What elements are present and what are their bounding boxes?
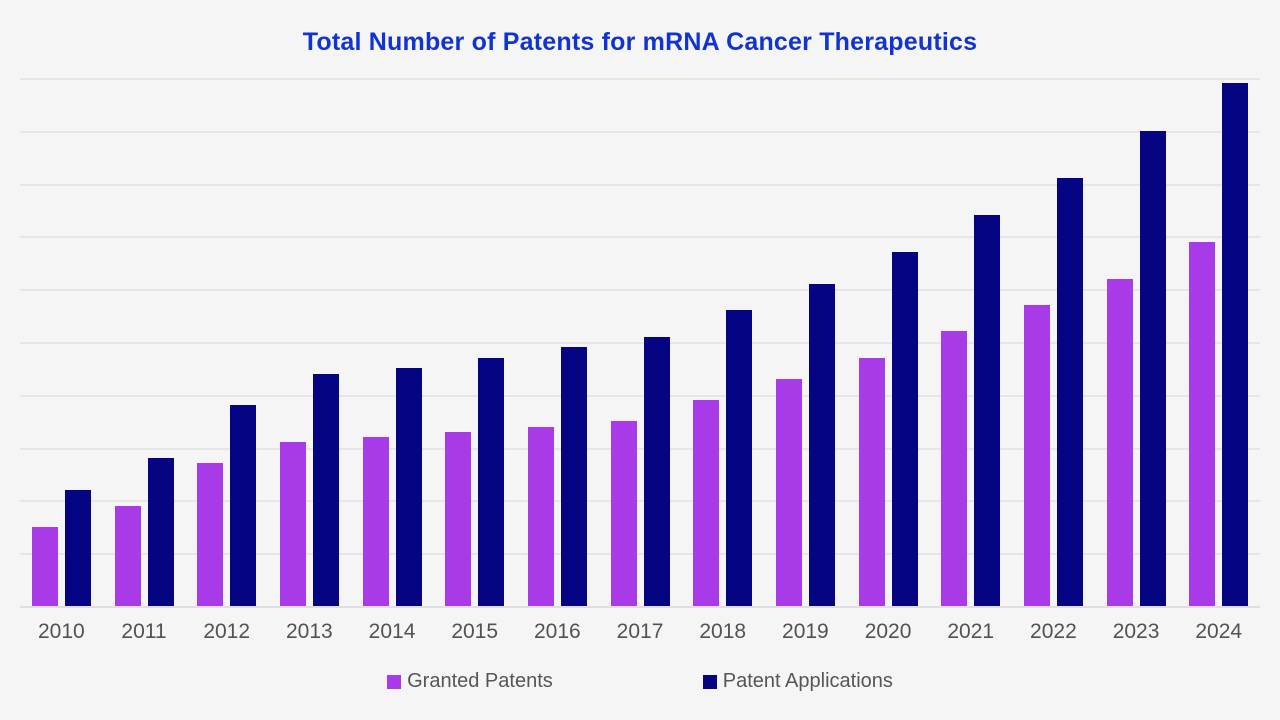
bar-group-2012	[185, 78, 268, 606]
bar-granted-patents-2022	[1023, 305, 1050, 606]
bar-granted-patents-2019	[775, 379, 802, 606]
bar-patent-applications-2015	[478, 357, 505, 606]
gridline	[20, 78, 1260, 80]
chart-title: Total Number of Patents for mRNA Cancer …	[302, 28, 978, 56]
bar-group-2022	[1012, 78, 1095, 606]
bar-patent-applications-2012	[230, 405, 257, 606]
bar-group-2023	[1095, 78, 1178, 606]
x-axis-label-2016: 2016	[534, 620, 581, 643]
gridline	[20, 500, 1260, 503]
legend-swatch-icon	[387, 674, 402, 689]
x-axis-label-2012: 2012	[203, 620, 251, 643]
bar-patent-applications-2021	[974, 215, 1001, 606]
bar-granted-patents-2014	[362, 437, 389, 606]
bar-granted-patents-2013	[279, 442, 306, 606]
bar-patent-applications-2018	[726, 310, 753, 606]
bar-group-2018	[681, 78, 764, 606]
bar-patent-applications-2024	[1222, 83, 1249, 606]
bar-patent-applications-2022	[1056, 178, 1083, 606]
x-axis-label-2010: 2010	[37, 620, 85, 643]
x-axis-label-2014: 2014	[368, 620, 416, 643]
x-axis-label-2022: 2022	[1030, 620, 1077, 643]
bar-group-2010	[20, 78, 103, 606]
x-axis-label-2021: 2021	[947, 620, 995, 643]
x-axis-label-2017: 2017	[616, 620, 664, 643]
legend-item-granted-patents: Granted Patents	[387, 670, 553, 693]
gridline	[20, 236, 1260, 239]
x-axis-label-2015: 2015	[451, 620, 499, 643]
bar-granted-patents-2011	[114, 505, 141, 606]
bar-group-2021	[929, 78, 1012, 606]
bar-patent-applications-2014	[395, 368, 422, 606]
bar-patent-applications-2020	[891, 252, 918, 606]
bar-patent-applications-2011	[147, 458, 174, 606]
bar-group-2011	[103, 78, 186, 606]
bar-group-2015	[433, 78, 516, 606]
bar-group-2014	[351, 78, 434, 606]
bar-group-2020	[847, 78, 930, 606]
x-axis-label-2023: 2023	[1112, 620, 1160, 643]
gridline	[20, 342, 1260, 344]
bars-row	[20, 78, 1260, 606]
bar-group-2019	[764, 78, 847, 606]
gridline	[20, 183, 1260, 186]
gridline	[20, 394, 1260, 397]
bar-granted-patents-2024	[1189, 241, 1216, 606]
bar-granted-patents-2010	[31, 526, 58, 606]
bar-patent-applications-2010	[64, 489, 91, 606]
legend-label: Patent Applications	[722, 670, 893, 692]
legend: Granted Patents Patent Applications	[0, 670, 1280, 693]
legend-item-patent-applications: Patent Applications	[702, 670, 893, 693]
x-axis-label-2019: 2019	[782, 620, 829, 643]
gridline	[20, 289, 1260, 292]
bar-patent-applications-2016	[560, 347, 587, 606]
bar-granted-patents-2021	[941, 331, 968, 606]
plot-area	[20, 78, 1260, 608]
gridline	[20, 130, 1260, 133]
x-axis-labels: 2010 2011 2012 2013 2014 2015 2016 2017 2018 2019…	[20, 620, 1260, 644]
bar-group-2017	[599, 78, 682, 606]
bar-group-2016	[516, 78, 599, 606]
bar-granted-patents-2020	[858, 357, 885, 606]
bar-granted-patents-2023	[1106, 278, 1133, 606]
bar-group-2013	[268, 78, 351, 606]
bar-granted-patents-2016	[527, 426, 554, 606]
gridline	[20, 553, 1260, 556]
x-axis-label-2024: 2024	[1195, 620, 1243, 643]
bar-patent-applications-2017	[643, 336, 670, 606]
x-axis-label-2011: 2011	[121, 620, 167, 643]
bar-granted-patents-2017	[610, 421, 637, 606]
bar-patent-applications-2023	[1139, 130, 1166, 606]
bar-granted-patents-2018	[693, 400, 720, 606]
bar-granted-patents-2015	[445, 431, 472, 606]
bar-group-2024	[1177, 78, 1260, 606]
legend-swatch-icon	[702, 674, 717, 689]
x-axis-label-2013: 2013	[285, 620, 333, 643]
x-axis-label-2018: 2018	[699, 620, 747, 643]
bar-granted-patents-2012	[197, 463, 224, 606]
gridline	[20, 447, 1260, 450]
bar-patent-applications-2013	[312, 373, 339, 606]
bar-patent-applications-2019	[808, 283, 835, 606]
legend-label: Granted Patents	[407, 670, 553, 692]
x-axis-label-2020: 2020	[864, 620, 912, 643]
